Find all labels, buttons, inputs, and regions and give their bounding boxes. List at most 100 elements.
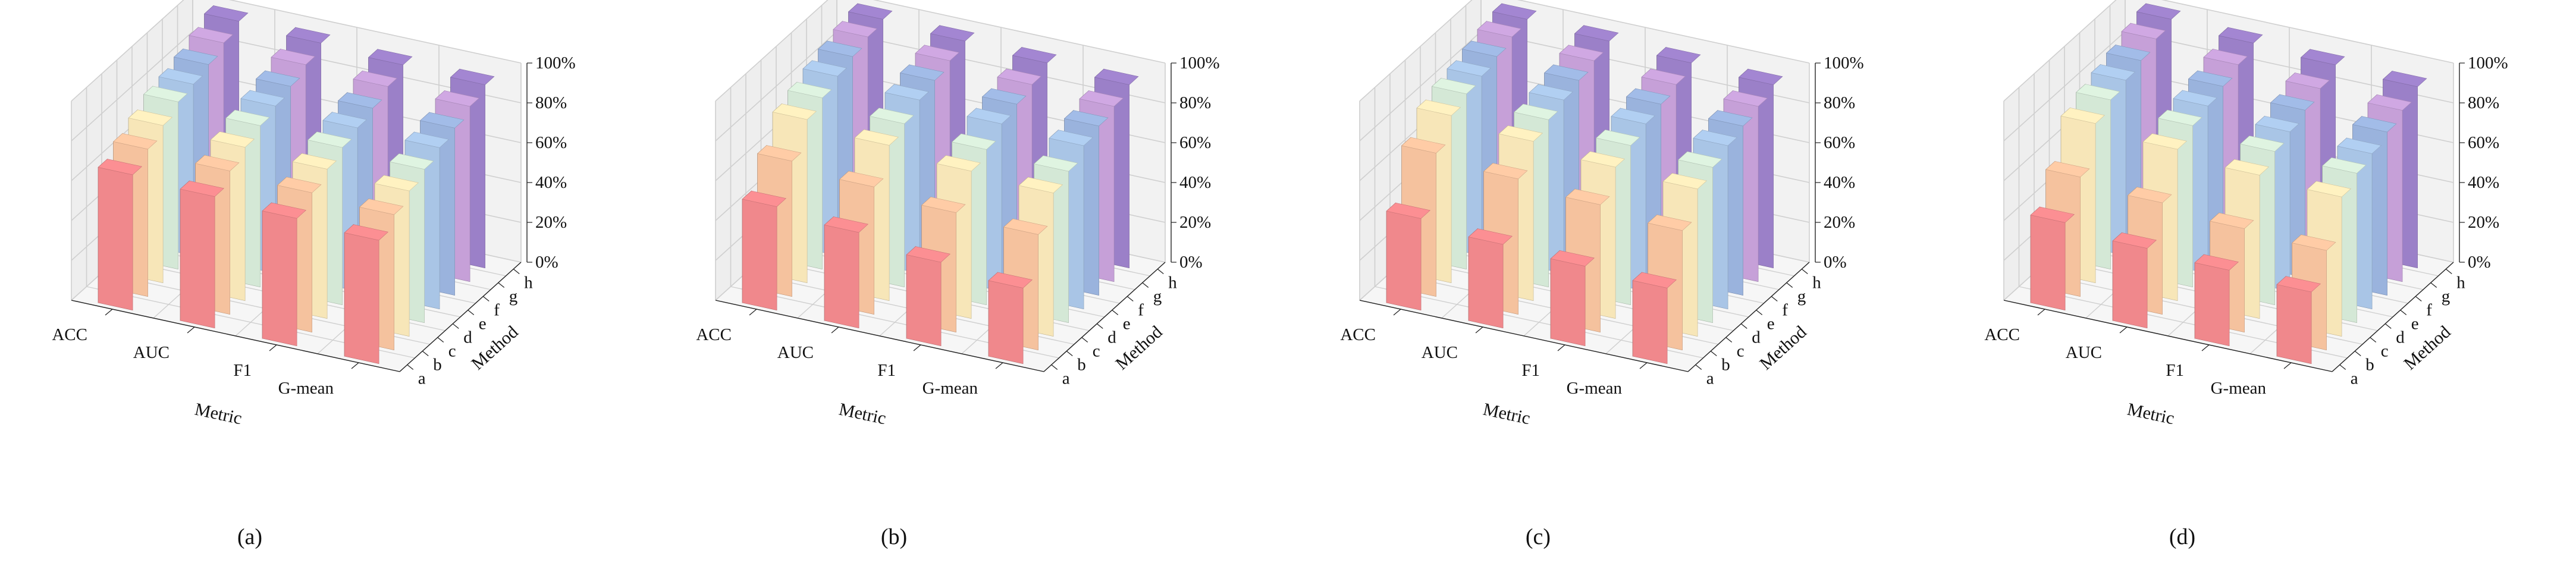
method-tick [1096, 323, 1103, 329]
grid-line [71, 0, 522, 102]
bar-top [1079, 90, 1124, 107]
bar-top [128, 109, 173, 126]
chart-panel-d: 0% 20% 40% 60% 80% 100% ACC AUC F1 G-mean a b c d e f g h… [1932, 0, 2575, 569]
bar-top [2276, 276, 2321, 293]
method-tick-label: a [2351, 369, 2358, 388]
bar-top [1498, 125, 1543, 142]
bar-top [802, 60, 848, 77]
bar-top [2142, 133, 2188, 150]
metric-tick [1639, 362, 1648, 369]
method-axis-title: Method [1756, 322, 1810, 374]
method-axis-line [1687, 262, 1810, 372]
bar-AUC-a [824, 216, 869, 329]
metric-tick [1393, 309, 1401, 316]
z-tick-label: 60% [1824, 133, 1855, 152]
method-tick [422, 351, 429, 356]
bar-front [906, 254, 942, 347]
z-tick-label: 80% [2468, 93, 2499, 112]
bar-top [450, 68, 495, 85]
metric-tick-label: ACC [1340, 325, 1376, 344]
method-tick-label: f [494, 301, 500, 320]
method-tick [1786, 282, 1793, 288]
metric-tick-label: AUC [777, 343, 814, 362]
bar-AUC-a [180, 180, 225, 329]
z-tick-label: 0% [535, 253, 559, 272]
chart-b: 0% 20% 40% 60% 80% 100% ACC AUC F1 G-mean abcdefgh… [696, 0, 1220, 549]
metric-tick [913, 344, 921, 351]
chart-panel-c: 0% 20% 40% 60% 80% 100% ACC AUC F1 G-mean a b c d e f g h… [1288, 0, 1931, 569]
bar-top [1468, 228, 1513, 245]
bars [1386, 3, 1783, 364]
bar-top [1386, 202, 1431, 219]
bar-top [848, 3, 893, 20]
metric-tick-label: F1 [233, 361, 252, 380]
z-tick-label: 40% [1824, 173, 1855, 192]
method-tick [437, 337, 444, 342]
method-tick [407, 364, 414, 370]
method-axis-title: Method [467, 322, 522, 374]
bar-top [2194, 254, 2239, 271]
method-tick-label: d [2396, 328, 2405, 347]
bar-top [1416, 99, 1461, 116]
metric-tick [2201, 344, 2210, 351]
bar-front [2030, 215, 2066, 311]
bar-ACC-a [98, 158, 143, 311]
bar-top [2209, 212, 2254, 229]
z-tick-label: 60% [2468, 133, 2499, 152]
method-tick [2354, 351, 2361, 356]
bar-top [981, 88, 1027, 105]
z-tick-label: 80% [1179, 93, 1211, 112]
metric-tick [1557, 344, 1565, 351]
bar-AUC-a [1468, 228, 1513, 329]
bar-top [824, 216, 869, 233]
bar-top [1662, 173, 1708, 190]
method-tick [1801, 269, 1808, 274]
z-tick-label: 80% [535, 93, 567, 112]
method-tick [1756, 310, 1763, 315]
bar-top [271, 49, 316, 65]
bar-top [2173, 90, 2218, 106]
bar-top [1580, 151, 1626, 168]
method-tick [482, 296, 490, 301]
z-tick-label: 0% [1824, 253, 1847, 272]
method-tick-label: h [1168, 274, 1177, 293]
method-tick-label: e [1123, 315, 1131, 334]
bar-top [1447, 60, 1492, 77]
bar-G-mean-a [988, 272, 1033, 364]
z-tick-label: 20% [2468, 213, 2499, 232]
bar-top [194, 155, 240, 171]
bar-top [2075, 84, 2120, 100]
z-tick-label: 60% [535, 133, 567, 152]
bar-top [988, 272, 1033, 288]
method-tick-label: a [1062, 369, 1070, 388]
z-tick-label: 80% [1824, 93, 1855, 112]
metric-tick [831, 326, 839, 334]
bar-top [1477, 21, 1522, 37]
bar-top [2136, 3, 2181, 20]
bar-top [1559, 45, 1604, 61]
bar-top [2321, 157, 2367, 174]
bar-top [1626, 88, 1671, 105]
bar-top [353, 70, 398, 87]
metric-tick-label: G-mean [1567, 379, 1623, 398]
metric-tick [351, 362, 359, 369]
method-tick [498, 282, 505, 288]
bar-G-mean-a [2276, 276, 2321, 364]
grid-line [1359, 0, 1810, 102]
method-tick-label: c [2381, 342, 2389, 361]
bar-G-mean-a [344, 224, 389, 364]
chart-panel-b: 0% 20% 40% 60% 80% 100% ACC AUC F1 G-mean a b c d e f g h… [644, 0, 1287, 569]
method-tick [1112, 310, 1119, 315]
z-tick-label: 40% [2468, 173, 2499, 192]
bar-top [337, 92, 382, 109]
method-tick [1771, 296, 1778, 301]
method-tick-label: g [1797, 287, 1806, 306]
bar-top [368, 49, 413, 65]
bar-top [1063, 110, 1109, 127]
bar-top [307, 131, 352, 148]
method-tick [1695, 364, 1702, 370]
bar-top [285, 27, 331, 43]
bar-front [1632, 280, 1668, 364]
method-tick [1725, 337, 1733, 342]
bar-top [936, 155, 981, 172]
